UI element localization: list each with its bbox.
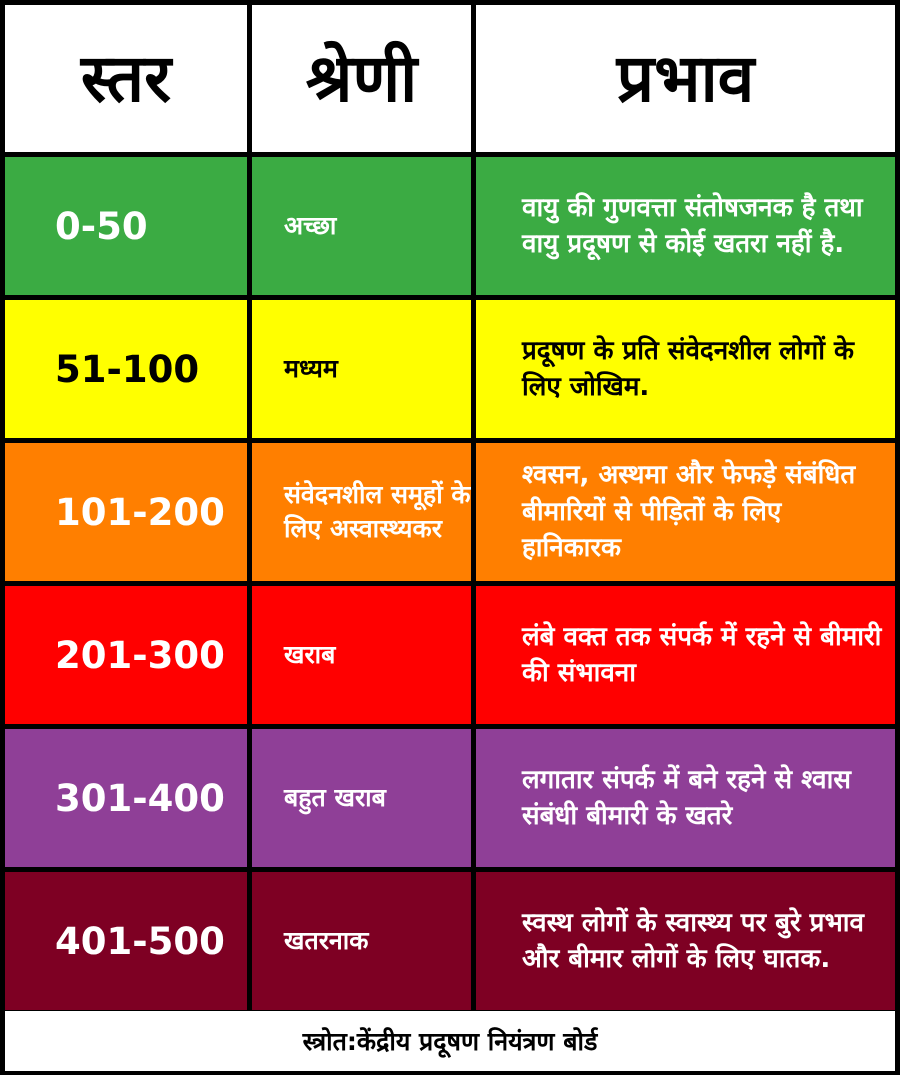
row-6-effect: स्वस्थ लोगों के स्वास्थ्य पर बुरे प्रभाव… <box>476 872 895 1010</box>
row-4-category: खराब <box>252 586 471 724</box>
row-1-level: 0-50 <box>5 157 247 295</box>
row-6-category: खतरनाक <box>252 872 471 1010</box>
row-4-effect: लंबे वक्त तक संपर्क में रहने से बीमारी क… <box>476 586 895 724</box>
row-5-category: बहुत खराब <box>252 729 471 867</box>
row-6-level: 401-500 <box>5 872 247 1010</box>
source-footer: स्त्रोत:केंद्रीय प्रदूषण नियंत्रण बोर्ड <box>5 1011 895 1071</box>
row-4-level: 201-300 <box>5 586 247 724</box>
row-2-category: मध्यम <box>252 300 471 438</box>
row-3-effect: श्वसन, अस्थमा और फेफड़े संबंधित बीमारियो… <box>476 443 895 581</box>
source-text: स्त्रोत:केंद्रीय प्रदूषण नियंत्रण बोर्ड <box>302 1027 598 1056</box>
header-effect: प्रभाव <box>476 5 895 152</box>
header-category: श्रेणी <box>252 5 471 152</box>
row-5-level: 301-400 <box>5 729 247 867</box>
row-1-effect: वायु की गुणवत्ता संतोषजनक है तथा वायु प्… <box>476 157 895 295</box>
row-5-effect: लगातार संपर्क में बने रहने से श्वास संबं… <box>476 729 895 867</box>
row-3-category: संवेदनशील समूहों के लिए अस्वास्थ्यकर <box>252 443 471 581</box>
row-1-category: अच्छा <box>252 157 471 295</box>
row-3-level: 101-200 <box>5 443 247 581</box>
row-2-effect: प्रदूषण के प्रति संवेदनशील लोगों के लिए … <box>476 300 895 438</box>
header-level: स्तर <box>5 5 247 152</box>
row-2-level: 51-100 <box>5 300 247 438</box>
